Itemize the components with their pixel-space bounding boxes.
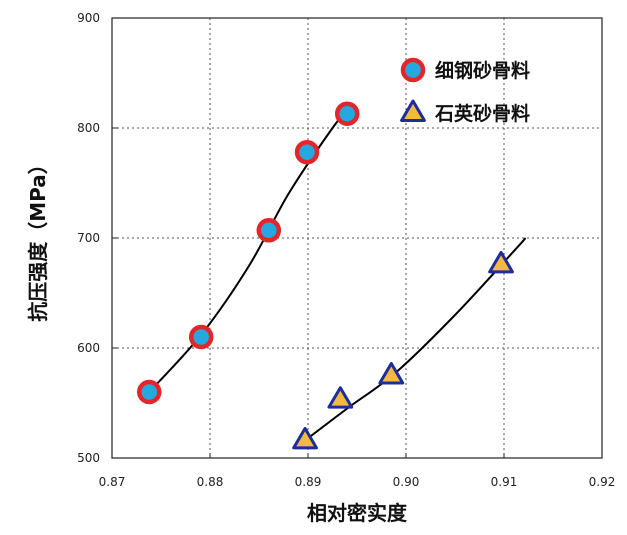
plot-frame: [111, 17, 603, 459]
y-axis-title: 抗压强度（MPa）: [26, 154, 50, 322]
data-point-circle: [136, 379, 162, 405]
data-point-circle: [294, 139, 320, 165]
x-tick-label: 0.88: [197, 475, 224, 489]
data-point-circle: [334, 101, 360, 126]
trend-line: [148, 103, 353, 393]
legend-label: 细钢砂骨料: [435, 59, 530, 82]
legend-marker-circle: [400, 57, 426, 83]
x-tick-label: 0.91: [491, 475, 518, 489]
tick-labels: 0.87 0.88 0.89 0.90 0.91 0.92 500 600 700 800 900: [77, 11, 615, 489]
data-point-triangle: [488, 250, 514, 274]
legend-label: 石英砂骨料: [434, 102, 530, 125]
y-tick-label: 900: [77, 11, 100, 25]
x-axis-title: 相对密实度: [307, 501, 408, 525]
x-tick-label: 0.89: [295, 475, 322, 489]
data-point-circle: [188, 324, 214, 350]
y-tick-label: 600: [77, 341, 100, 355]
legend-item-2: 石英砂骨料: [400, 99, 530, 125]
data-point-triangle: [292, 426, 318, 450]
grid-lines: [111, 17, 603, 459]
series-2: [292, 237, 527, 450]
data-point-circle: [256, 218, 282, 243]
data-point-triangle: [378, 362, 405, 385]
x-tick-label: 0.92: [589, 475, 616, 489]
legend-item-1: 细钢砂骨料: [400, 57, 530, 83]
x-tick-label: 0.87: [99, 475, 126, 489]
y-tick-label: 500: [77, 451, 100, 465]
series-1: [136, 101, 360, 405]
y-tick-label: 700: [77, 231, 100, 245]
series-layer: [136, 101, 527, 450]
x-tick-label: 0.90: [393, 475, 420, 489]
data-point-triangle: [327, 386, 354, 409]
y-tick-label: 800: [77, 121, 100, 135]
legend-marker-triangle: [400, 99, 426, 122]
